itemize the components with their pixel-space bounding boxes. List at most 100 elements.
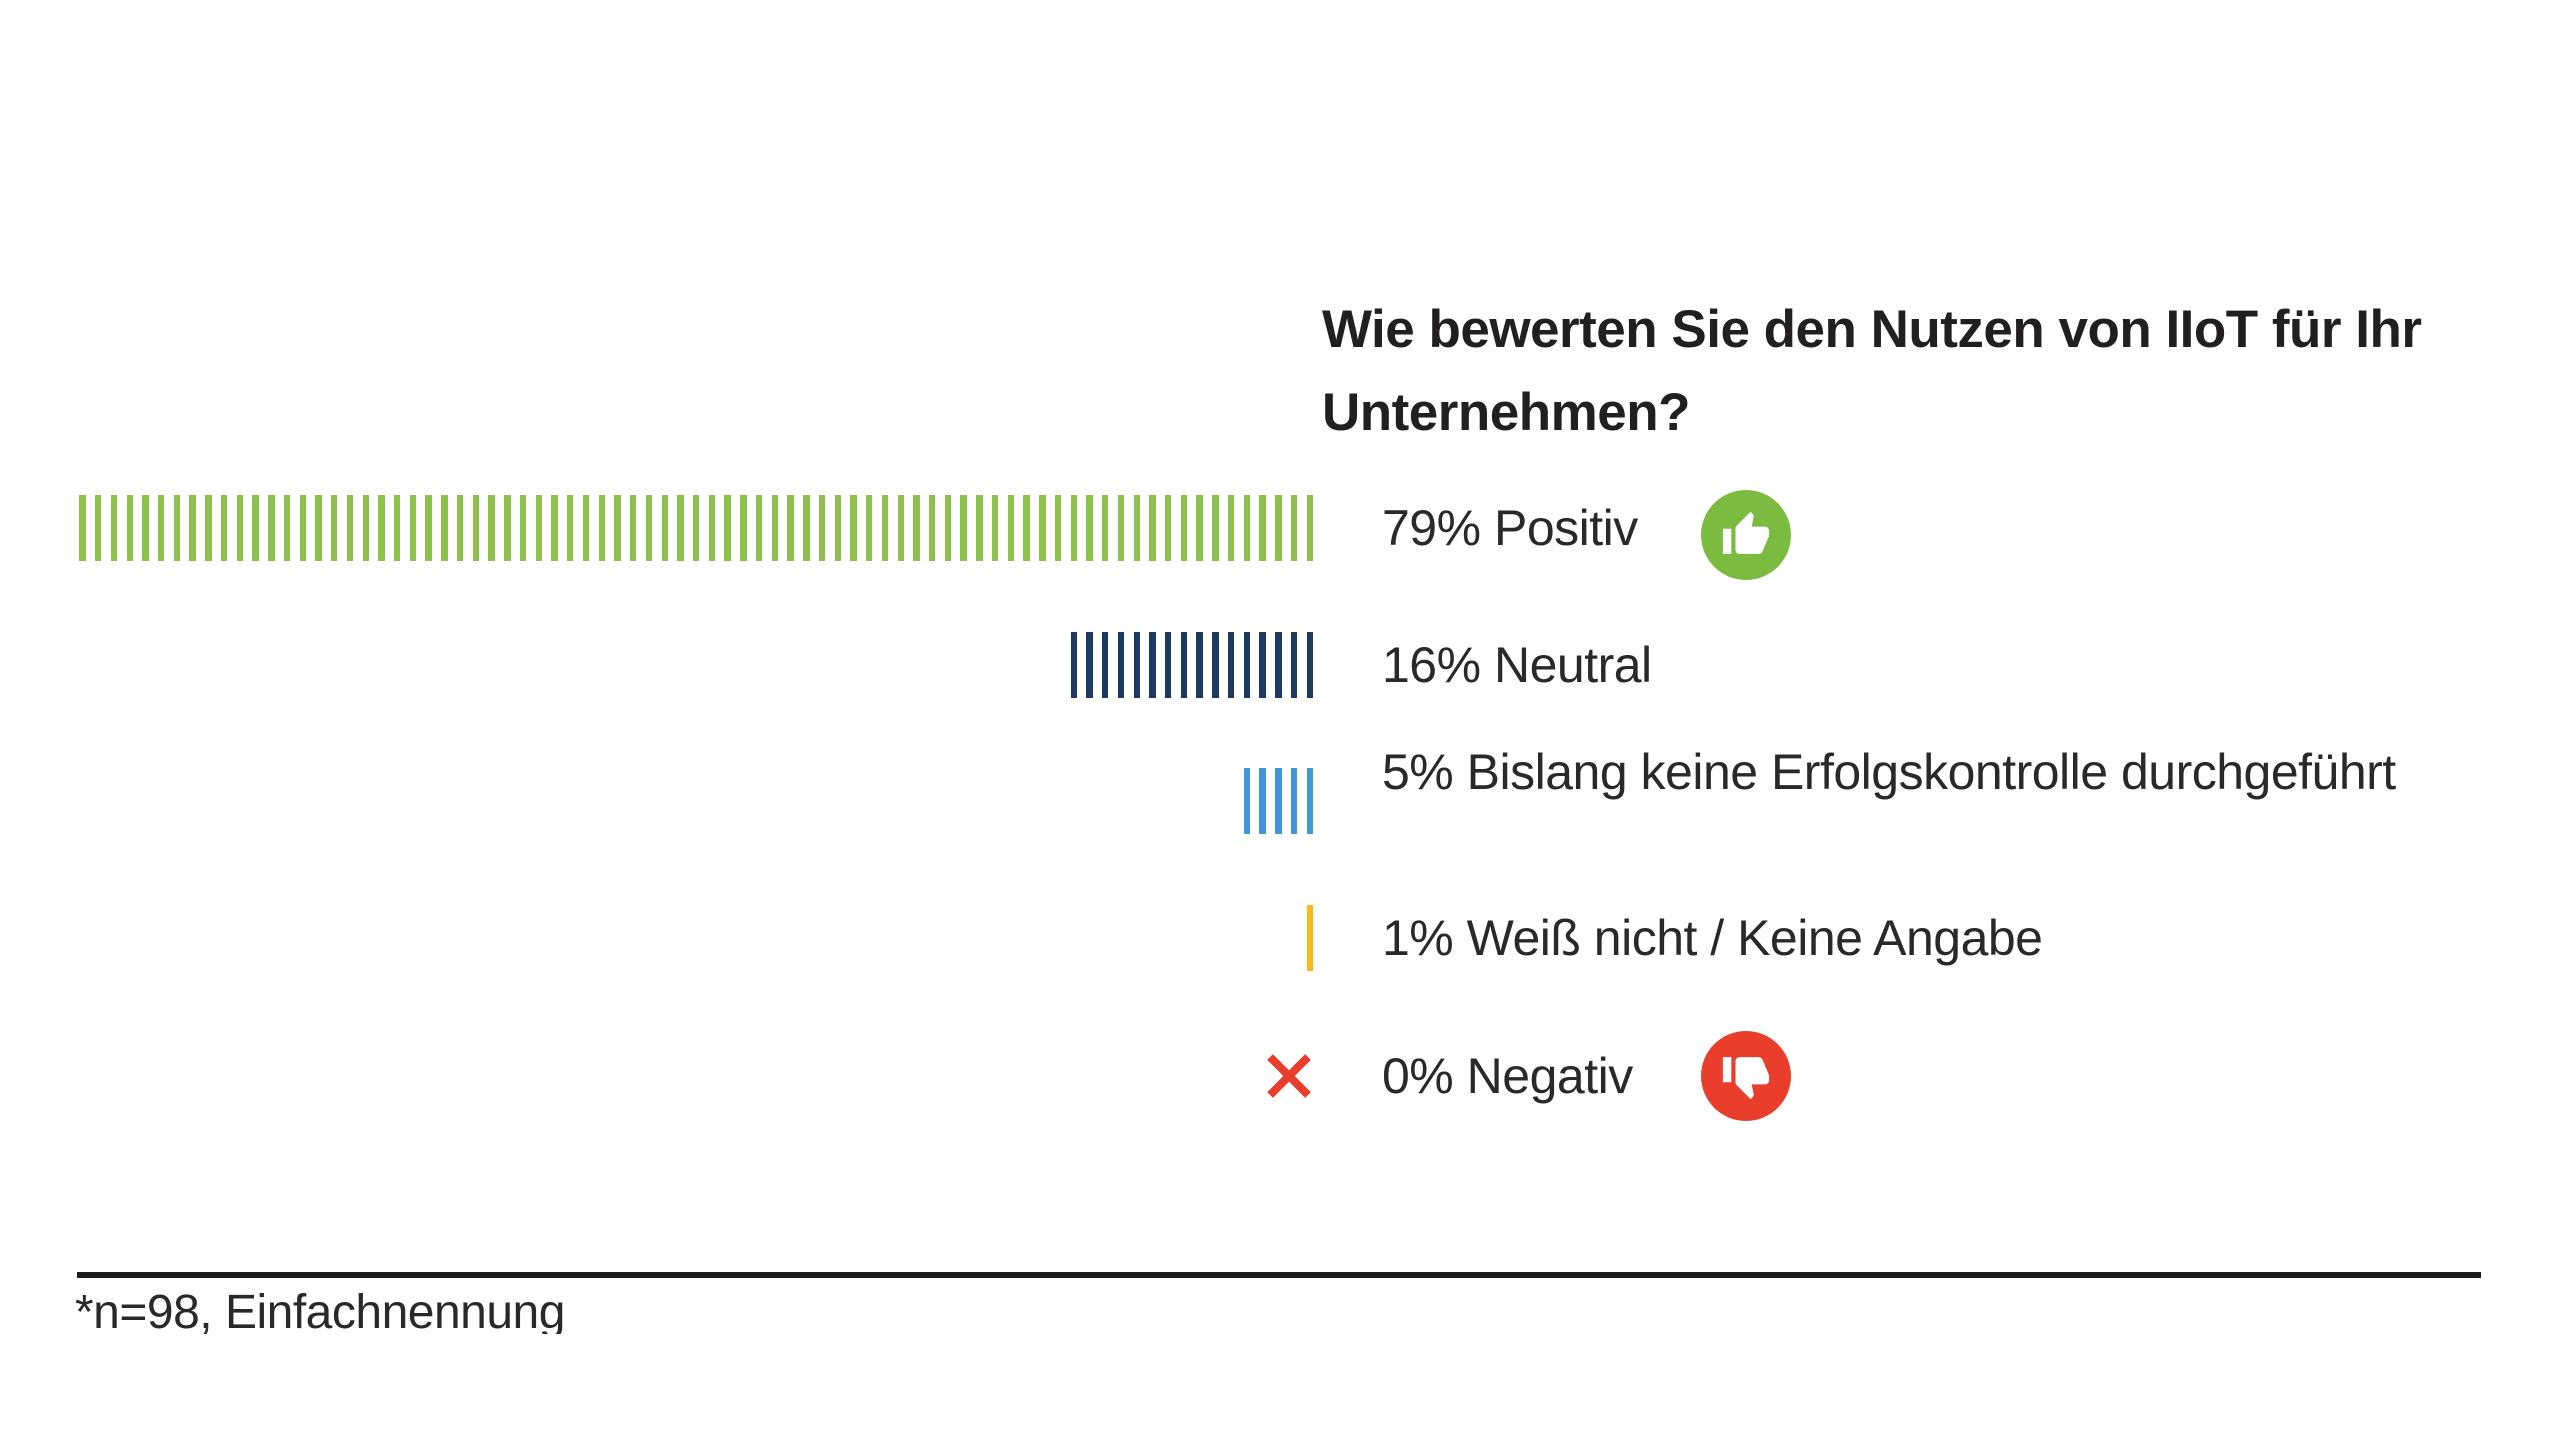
tick [394, 495, 401, 561]
tick [1180, 495, 1188, 561]
tick [1243, 768, 1251, 834]
tick [315, 495, 322, 561]
tick [1149, 632, 1156, 698]
tick [1039, 495, 1046, 561]
tick [1102, 495, 1109, 561]
tick [1227, 495, 1235, 561]
tick [142, 495, 149, 561]
tick [771, 495, 779, 561]
tick [960, 495, 967, 561]
tick [409, 495, 417, 561]
tick [1023, 495, 1030, 561]
tick [1117, 632, 1125, 698]
label-erfolgskontrolle: 5% Bislang keine Erfolgskontrolle durchg… [1382, 744, 2396, 800]
tick [834, 495, 841, 561]
tick [205, 495, 212, 561]
label-positiv: 79% Positiv [1382, 500, 1638, 556]
tick [1290, 768, 1298, 834]
footnote: *n=98, Einfachnennung [75, 1288, 975, 1334]
tick [1196, 495, 1203, 561]
tick [850, 495, 857, 561]
tick [252, 495, 259, 561]
footnote-text: *n=98, Einfachnennung [75, 1288, 565, 1334]
label-keine-angabe: 1% Weiß nicht / Keine Angabe [1382, 910, 2043, 966]
bar-neutral [1070, 632, 1313, 698]
tick [787, 495, 794, 561]
tick [818, 495, 826, 561]
tick [991, 495, 999, 561]
tick [677, 495, 684, 561]
tick [1007, 495, 1015, 561]
tick [1306, 495, 1313, 561]
tick [1306, 768, 1313, 834]
tick [378, 495, 385, 561]
tick [567, 495, 574, 561]
tick [1196, 632, 1203, 698]
chart-title-line2: Unternehmen? [1322, 383, 1690, 442]
tick [173, 495, 181, 561]
tick [630, 495, 637, 561]
tick [1275, 632, 1282, 698]
tick [1070, 495, 1077, 561]
label-negativ: 0% Negativ [1382, 1048, 1633, 1104]
tick [1275, 495, 1282, 561]
tick [441, 495, 448, 561]
tick [362, 495, 369, 561]
tick [881, 495, 889, 561]
tick [220, 495, 228, 561]
tick [755, 495, 763, 561]
tick [519, 495, 527, 561]
label-neutral: 16% Neutral [1382, 637, 1652, 693]
tick [283, 495, 291, 561]
bar-keine-angabe [1306, 905, 1313, 971]
tick [488, 495, 495, 561]
bar-positiv [79, 495, 1313, 561]
tick [551, 495, 558, 561]
tick [740, 495, 747, 561]
tick [1117, 495, 1125, 561]
tick [110, 495, 118, 561]
tick [1086, 495, 1093, 561]
tick [1086, 632, 1093, 698]
chart-title: Wie bewerten Sie den Nutzen von IIoT für… [1322, 288, 2552, 454]
tick [1306, 632, 1313, 698]
tick [1165, 495, 1172, 561]
tick [1259, 768, 1266, 834]
tick [1133, 632, 1140, 698]
tick [236, 495, 244, 561]
tick [1133, 495, 1140, 561]
tick [1054, 495, 1062, 561]
tick [803, 495, 810, 561]
tick [535, 495, 543, 561]
tick [126, 495, 133, 561]
tick [456, 495, 464, 561]
tick [976, 495, 983, 561]
tick [79, 495, 86, 561]
tick [598, 495, 605, 561]
tick [1259, 495, 1266, 561]
tick [1275, 768, 1282, 834]
tick [1227, 632, 1235, 698]
tick [1102, 632, 1109, 698]
tick [661, 495, 668, 561]
tick [692, 495, 700, 561]
tick [928, 495, 936, 561]
tick [95, 495, 102, 561]
tick [425, 495, 432, 561]
tick [268, 495, 275, 561]
footer-divider-line [77, 1272, 2481, 1278]
tick [1290, 495, 1298, 561]
bar-erfolgskontrolle [1243, 768, 1313, 834]
tick [1259, 632, 1266, 698]
chart-title-line1: Wie bewerten Sie den Nutzen von IIoT für… [1322, 300, 2422, 359]
tick [866, 495, 873, 561]
tick [1212, 495, 1219, 561]
tick [1149, 495, 1156, 561]
tick [1180, 632, 1188, 698]
tick [1243, 632, 1251, 698]
tick [913, 495, 920, 561]
tick [1306, 905, 1313, 971]
thumbs-down-icon [1701, 1031, 1791, 1121]
tick [1165, 632, 1172, 698]
